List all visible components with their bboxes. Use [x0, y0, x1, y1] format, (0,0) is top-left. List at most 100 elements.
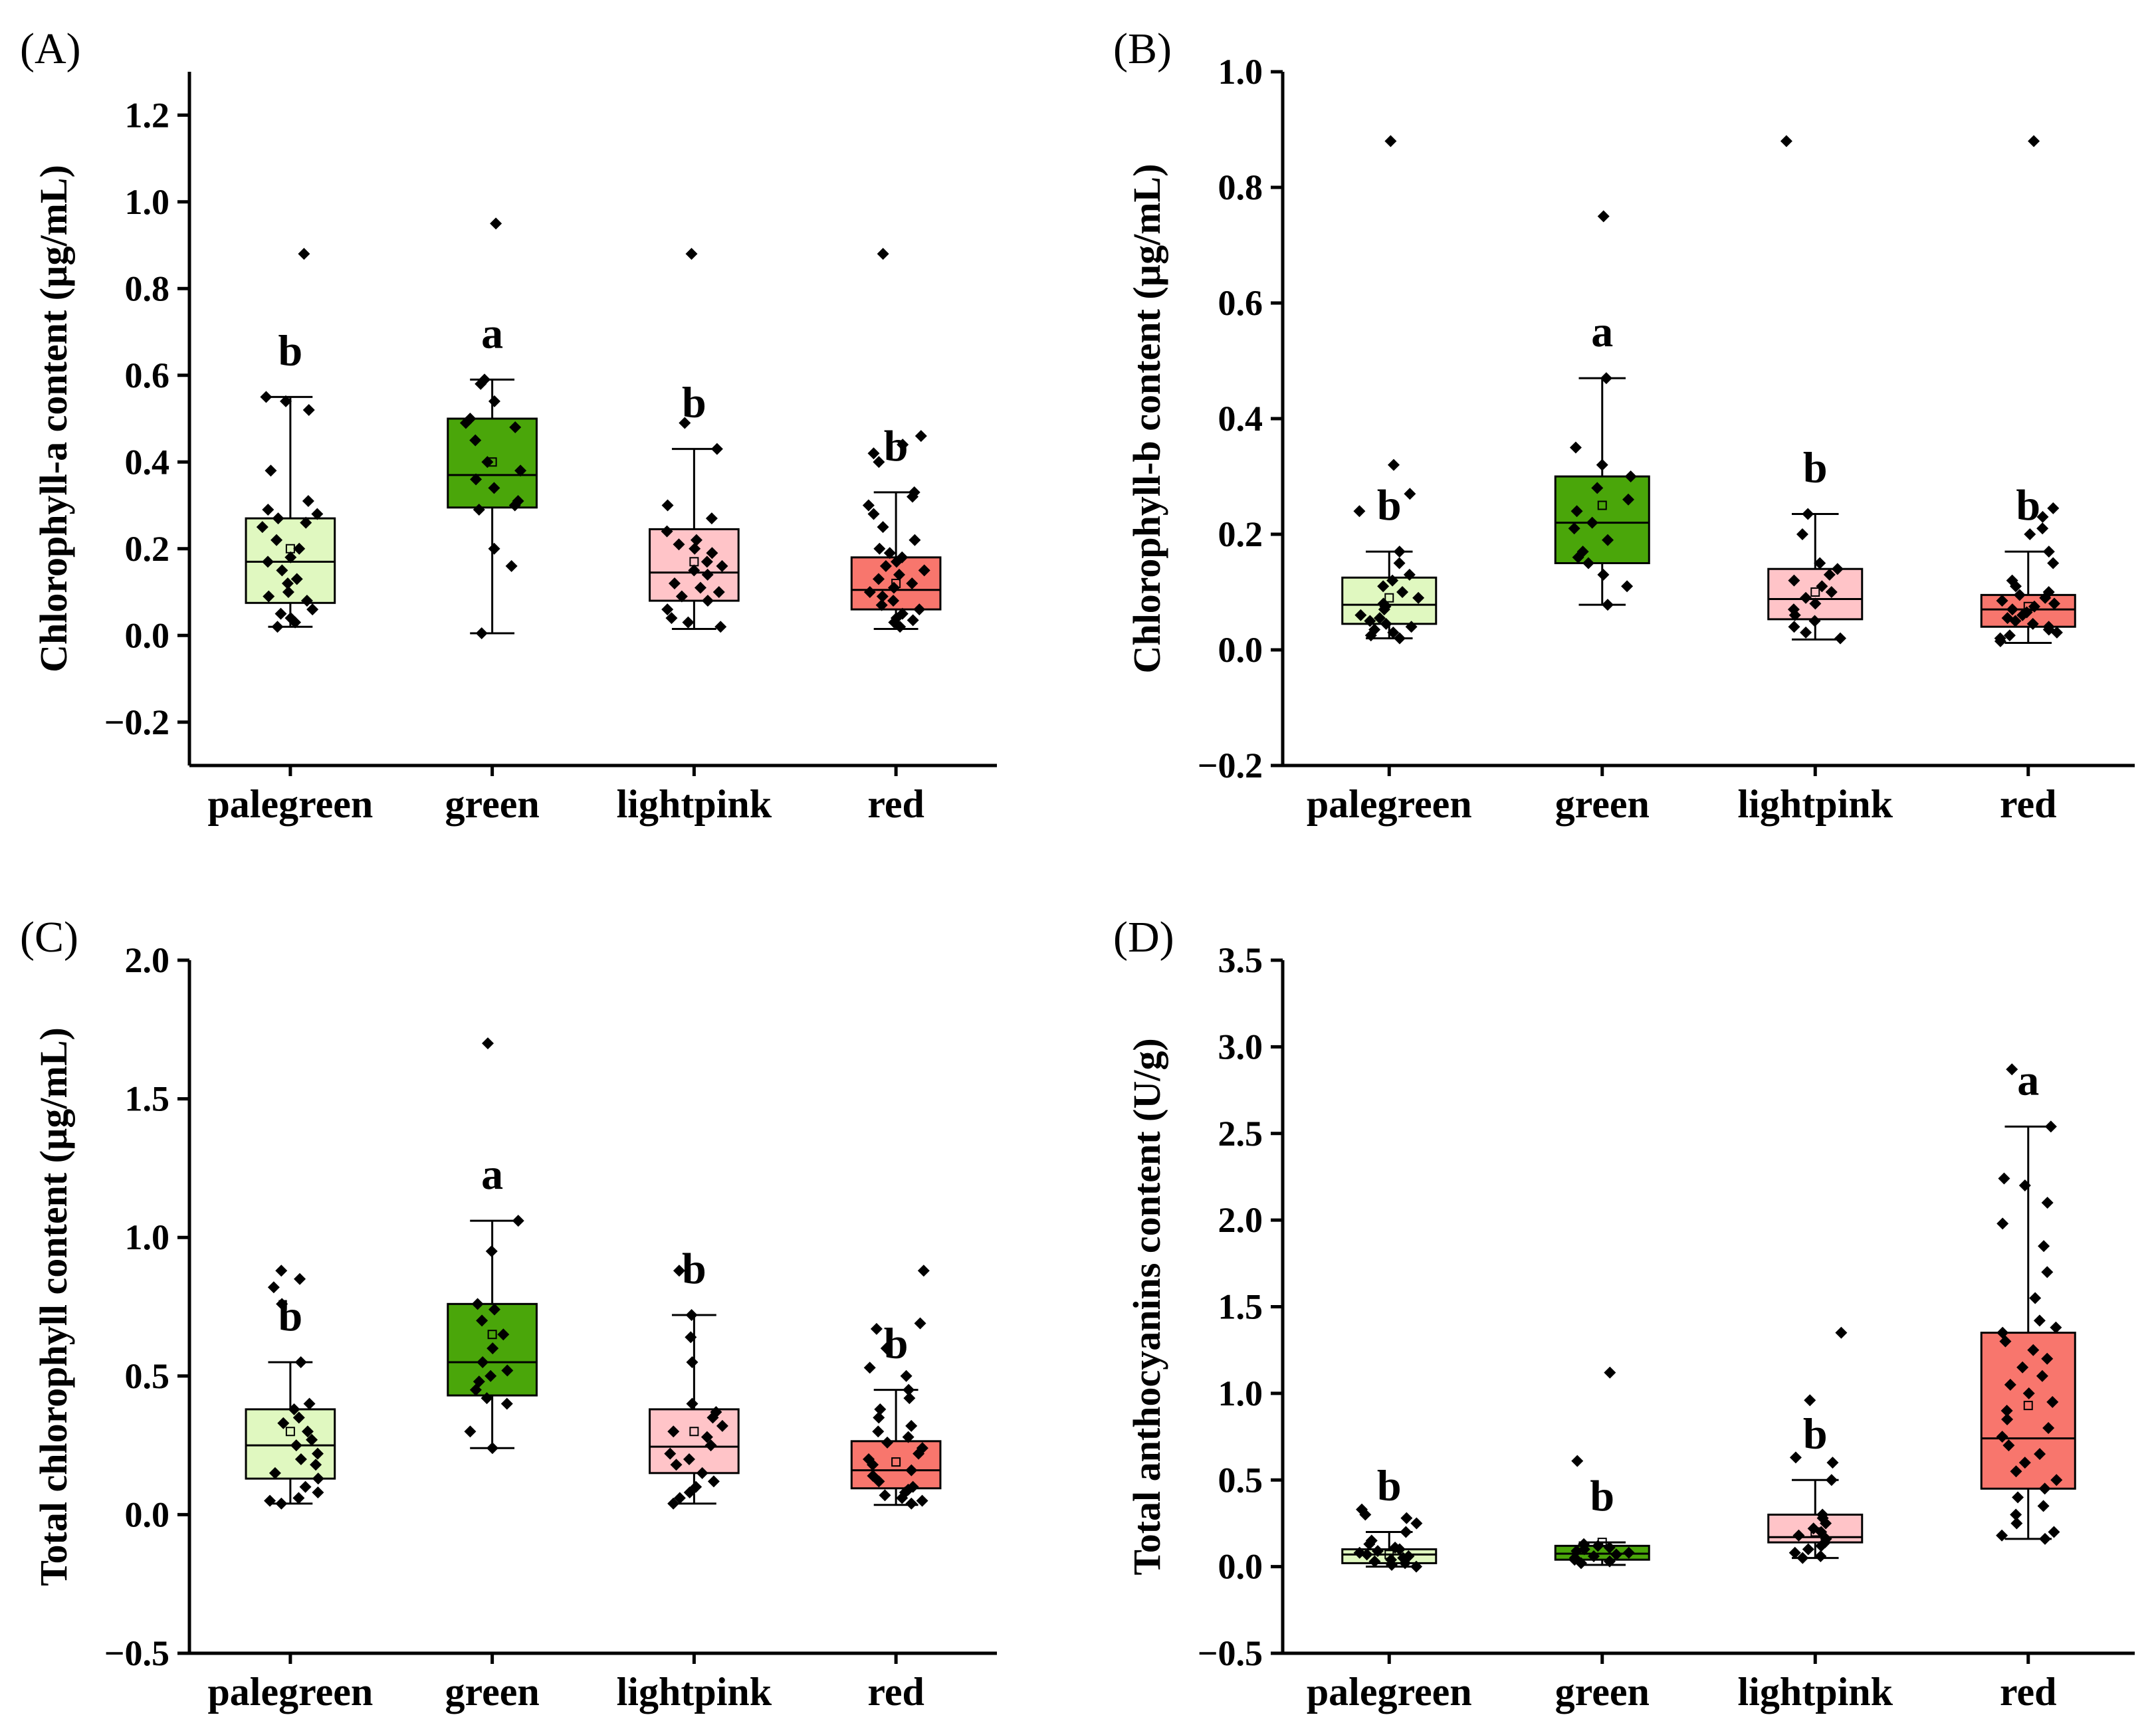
y-tick-label: 0.0 [1218, 630, 1263, 670]
x-tick-label: red [2000, 1670, 2057, 1714]
data-point [1373, 612, 1386, 625]
data-point [256, 521, 269, 534]
box-palegreen: palegreen b [207, 248, 373, 826]
box-green: green a [445, 217, 540, 826]
data-point [476, 1314, 488, 1327]
data-point [1393, 546, 1406, 558]
data-point [1604, 1366, 1616, 1379]
data-point [288, 1403, 300, 1415]
box-palegreen: palegreen b [1307, 1461, 1472, 1714]
data-point [2050, 1321, 2062, 1334]
data-point [1602, 534, 1614, 546]
data-point [500, 1397, 513, 1410]
data-point [905, 1419, 918, 1432]
significance-letter: b [2016, 481, 2040, 530]
data-point [2001, 1413, 2014, 1425]
data-point [716, 1419, 728, 1432]
data-point [683, 1486, 696, 1499]
data-point [883, 547, 896, 560]
data-point [905, 1497, 918, 1510]
data-point [903, 1383, 915, 1396]
significance-letter: a [481, 309, 503, 357]
data-point [675, 590, 688, 603]
data-point [664, 1447, 677, 1460]
data-point [265, 464, 277, 477]
data-point [873, 456, 885, 468]
data-point [2018, 1457, 2031, 1469]
data-point [303, 1397, 316, 1410]
data-point [2028, 135, 2040, 148]
data-point [2002, 1439, 2015, 1452]
data-point [302, 494, 314, 507]
data-point [896, 1492, 909, 1504]
x-tick-label: red [867, 1670, 924, 1714]
data-point [2038, 1240, 2050, 1253]
data-point [704, 1439, 717, 1452]
panel-b: (B) −0.2 0.0 0.2 0.4 0.6 0.8 1.0 Chlorophyll-b c… [1113, 25, 2135, 826]
box-green: green a [445, 1037, 540, 1714]
data-point [867, 1459, 879, 1471]
data-point [1363, 1538, 1376, 1550]
data-point [2018, 1179, 2031, 1191]
panel-a: (A) −0.2 0.0 0.2 0.4 0.6 0.8 1.0 1.2 Chlorophyll-… [20, 25, 997, 826]
significance-letter: b [1803, 444, 1828, 492]
data-point [1808, 615, 1821, 627]
data-point [514, 464, 527, 477]
data-point [1814, 1550, 1827, 1562]
data-point [1597, 568, 1610, 581]
data-point [469, 1383, 482, 1396]
data-point [701, 568, 714, 581]
data-point [2010, 1508, 2022, 1521]
x-tick-label: palegreen [207, 1670, 373, 1714]
data-point [481, 456, 494, 468]
data-point [469, 434, 482, 447]
data-point [686, 1356, 699, 1368]
data-point [906, 577, 918, 589]
data-point [306, 603, 319, 616]
data-point [688, 564, 701, 577]
data-point [661, 499, 674, 512]
data-point [2022, 1387, 2035, 1399]
data-point [2042, 1422, 2055, 1435]
x-tick-label: lightpink [617, 1670, 772, 1714]
data-point [1792, 1529, 1805, 1542]
box-red: red a [1980, 1056, 2076, 1714]
box-palegreen: palegreen b [207, 1265, 373, 1714]
data-point [1835, 1326, 1848, 1339]
data-point [1788, 1546, 1801, 1559]
data-point [907, 490, 919, 503]
y-tick-label: 1.5 [125, 1079, 170, 1119]
data-point [1393, 1543, 1406, 1556]
data-point [701, 1431, 713, 1443]
significance-letter: b [1803, 1409, 1828, 1458]
data-point [661, 525, 673, 538]
y-tick-label: 0.5 [125, 1356, 170, 1396]
data-point [682, 616, 695, 629]
data-point [905, 1464, 918, 1477]
data-point [310, 1459, 322, 1471]
data-point [1572, 551, 1584, 563]
data-point [1364, 629, 1377, 642]
y-tick-label: 0.0 [125, 1494, 170, 1534]
data-point [2006, 1063, 2018, 1076]
data-point [509, 421, 522, 434]
panel-label: (C) [20, 913, 78, 962]
data-point [2004, 1378, 2016, 1391]
data-point [685, 1331, 697, 1344]
data-point [686, 1397, 699, 1410]
data-point [1571, 1455, 1584, 1467]
data-point [1588, 1550, 1600, 1562]
data-point [701, 595, 714, 607]
data-point [1403, 568, 1416, 581]
data-point [915, 430, 927, 443]
data-point [1378, 603, 1390, 616]
data-point [887, 595, 900, 607]
data-point [683, 1453, 695, 1465]
data-point [311, 508, 324, 520]
data-point [488, 1303, 500, 1316]
data-point [300, 516, 312, 529]
data-point [874, 1403, 887, 1415]
data-point [2047, 502, 2060, 514]
data-point [1388, 459, 1400, 471]
